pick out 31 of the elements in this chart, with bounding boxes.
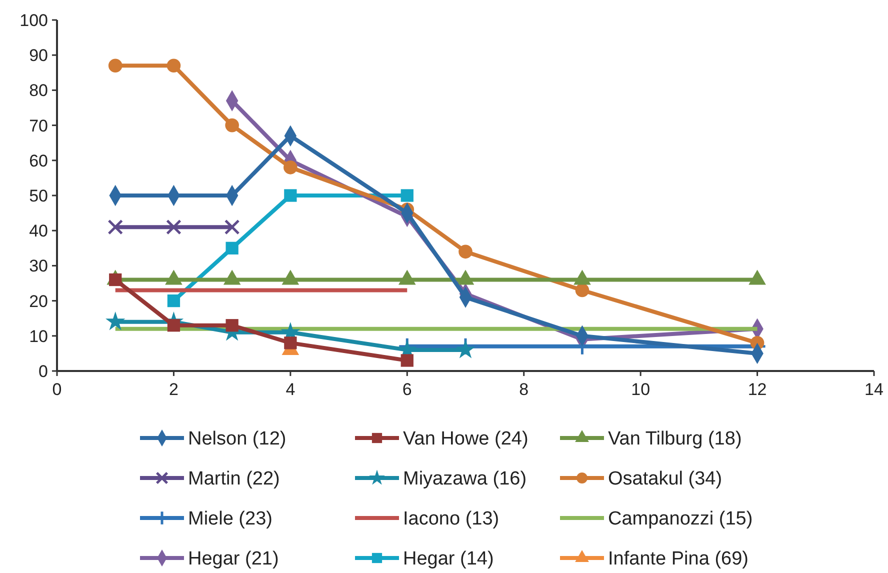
x-tick-label: 10 xyxy=(631,380,650,399)
y-tick-label: 90 xyxy=(29,46,48,66)
x-tick-label: 14 xyxy=(864,380,884,399)
x-tick-label: 0 xyxy=(52,380,62,399)
x-tick-label: 4 xyxy=(286,380,296,399)
x-tick-label: 12 xyxy=(748,380,767,399)
x-tick-label: 8 xyxy=(519,380,529,399)
legend-label: Hegar (14) xyxy=(403,548,494,570)
legend-label: Iacono (13) xyxy=(403,508,500,530)
x-tick-label: 6 xyxy=(402,380,412,399)
legend-label: Van Howe (24) xyxy=(403,428,528,450)
y-tick-label: 20 xyxy=(29,292,48,311)
legend-label: Osatakul (34) xyxy=(608,468,722,490)
y-tick-label: 40 xyxy=(29,222,48,241)
legend-label: Infante Pina (69) xyxy=(608,548,748,570)
legend-label: Martin (22) xyxy=(188,468,280,490)
y-tick-label: 30 xyxy=(29,256,48,276)
legend-label: Hegar (21) xyxy=(188,548,279,570)
legend-label: Van Tilburg (18) xyxy=(608,428,742,450)
y-tick-label: 60 xyxy=(29,151,48,170)
y-tick-label: 100 xyxy=(20,10,48,30)
y-tick-label: 80 xyxy=(29,81,48,100)
legend-label: Campanozzi (15) xyxy=(608,508,753,530)
y-tick-label: 10 xyxy=(29,326,48,346)
legend-label: Nelson (12) xyxy=(188,428,286,450)
x-tick-label: 2 xyxy=(168,380,178,399)
y-tick-label: 50 xyxy=(29,186,48,206)
legend-label: Miele (23) xyxy=(188,508,272,530)
y-tick-label: 0 xyxy=(38,362,48,381)
y-tick-label: 70 xyxy=(29,116,48,136)
legend-label: Miyazawa (16) xyxy=(403,468,527,490)
